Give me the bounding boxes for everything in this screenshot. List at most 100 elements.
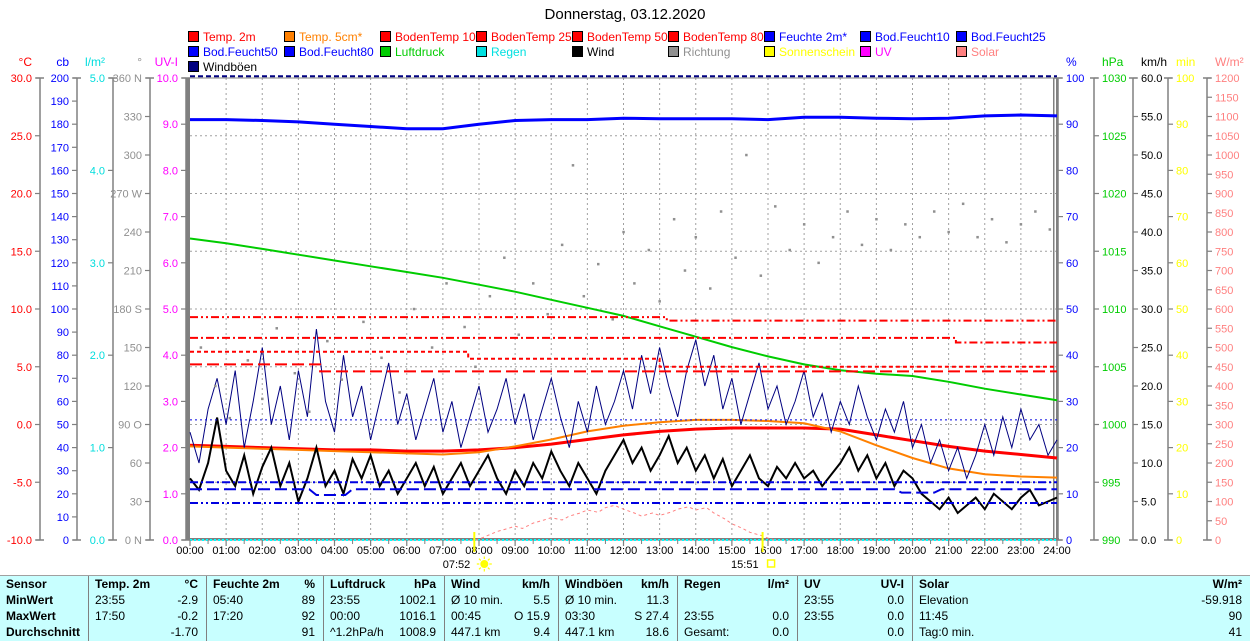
tick-label-cb: 170: [51, 142, 69, 154]
tick-label-wm2: 100: [1215, 497, 1233, 509]
tick-label-min: 100: [1176, 73, 1194, 85]
stat-time: Ø 10 min.: [451, 593, 504, 607]
stats-header-windb-en: Windböen km/h: [559, 576, 677, 592]
tick-label-wm2: 0: [1215, 535, 1221, 547]
tick-label-cb: 130: [51, 235, 69, 247]
stats-label-column: Sensor MinWert MaxWert Durchschnitt: [0, 576, 88, 641]
stat-time: 03:30: [565, 609, 596, 623]
tick-label-hpa: 990: [1102, 535, 1120, 547]
x-axis-label: 15:00: [718, 545, 746, 557]
stat-time: Ø 10 min.: [565, 593, 618, 607]
sunset-icon-time: 15:51: [731, 559, 759, 571]
legend-color-swatch: [476, 46, 487, 57]
tick-label-cb: 180: [51, 119, 69, 131]
stat-time: 447.1 km: [565, 625, 615, 639]
stat-value: 0.0: [887, 609, 904, 623]
stat-time: 17:20: [213, 609, 244, 623]
tick-label-wm2: 250: [1215, 439, 1233, 451]
sensor-name: Feuchte 2m: [213, 577, 280, 591]
tick-label-uv: 4.0: [163, 350, 178, 362]
tick-label-lm2: 5.0: [90, 73, 105, 85]
stat-value: 90: [1228, 609, 1242, 623]
stats-cell: 03:30 S 27.4: [559, 608, 677, 624]
x-axis-label: 17:00: [790, 545, 818, 557]
tick-label-cb: 30: [57, 466, 69, 478]
stats-table: Sensor MinWert MaxWert Durchschnitt Temp. 2m…: [0, 575, 1250, 641]
x-axis-label: 04:00: [321, 545, 349, 557]
legend-label: Bod.Feucht10: [875, 29, 950, 44]
tick-label-lm2: 4.0: [90, 165, 105, 177]
tick-label-wm2: 200: [1215, 458, 1233, 470]
sensor-unit: W/m²: [1212, 577, 1242, 591]
tick-label-wm2: 400: [1215, 381, 1233, 393]
x-axis-label: 11:00: [574, 545, 601, 557]
stat-value: 0.0: [887, 593, 904, 607]
x-axis-label: 02:00: [248, 545, 276, 557]
tick-label-hpa: 1010: [1102, 304, 1126, 316]
stat-value: -0.2: [177, 609, 198, 623]
stat-value: 0.0: [887, 625, 904, 639]
tick-label-deg: 180 S: [113, 304, 142, 316]
tick-label-lm2: 0.0: [90, 535, 105, 547]
tick-label-hpa: 1000: [1102, 420, 1126, 432]
axis-unit-wm2: W/m²: [1215, 55, 1244, 69]
stats-cell: Ø 10 min. 5.5: [445, 592, 558, 608]
axis-unit-min: min: [1176, 55, 1195, 69]
stat-value: 1002.1: [399, 593, 436, 607]
weather-chart: °C 30.0 25.0 20.0 15.0 10.0 5.0 0.0 -5.0 -10.0 cb 2…: [7, 55, 1244, 572]
tick-label-wm2: 800: [1215, 227, 1233, 239]
legend-item-bod-feucht80: Bod.Feucht80: [284, 44, 380, 59]
tick-label-min: 10: [1176, 489, 1188, 501]
stats-row-label: MaxWert: [0, 608, 88, 624]
tick-label-wm2: 300: [1215, 420, 1233, 432]
axis-unit-temp: °C: [19, 55, 33, 69]
row-label-text: MinWert: [6, 593, 54, 607]
stats-cell: ^1.2hPa/h 1008.9: [324, 624, 444, 640]
stat-time: 00:45: [451, 609, 482, 623]
tick-label-min: 20: [1176, 443, 1188, 455]
legend-label: Solar: [971, 44, 1000, 59]
stat-value: S 27.4: [634, 609, 669, 623]
tick-label-wm2: 150: [1215, 477, 1233, 489]
stat-value: 11.3: [646, 593, 669, 607]
tick-label-pct: 90: [1066, 119, 1078, 131]
legend-item-windb-en: Windböen: [188, 59, 284, 74]
legend-color-swatch: [956, 31, 967, 42]
stats-header-feuchte-2m: Feuchte 2m%: [207, 576, 323, 592]
tick-label-cb: 40: [57, 443, 69, 455]
x-axis-label: 24:00: [1043, 545, 1071, 557]
plot-border-right: [1056, 78, 1058, 540]
legend-color-swatch: [284, 46, 295, 57]
tick-label-wm2: 50: [1215, 516, 1227, 528]
stat-value: 89: [301, 593, 315, 607]
tick-label-cb: 120: [51, 258, 69, 270]
stat-value: 5.5: [533, 593, 550, 607]
tick-label-uv: 10.0: [157, 73, 178, 85]
tick-label-cb: 20: [57, 489, 69, 501]
legend-label: Bod.Feucht50: [203, 44, 278, 59]
legend-label: Bod.Feucht25: [971, 29, 1046, 44]
stats-cell: -1.70: [89, 624, 206, 640]
tick-label-pct: 60: [1066, 258, 1078, 270]
tick-label-pct: 30: [1066, 396, 1078, 408]
stats-row-label: MinWert: [0, 592, 88, 608]
tick-label-min: 30: [1176, 396, 1188, 408]
tick-label-kmh: 10.0: [1141, 458, 1162, 470]
tick-label-pct: 40: [1066, 350, 1078, 362]
axis-unit-cb: cb: [56, 55, 69, 69]
legend-color-swatch: [572, 46, 583, 57]
tick-label-temp: -5.0: [13, 477, 32, 489]
tick-label-temp: 15.0: [11, 246, 32, 258]
series-feuchte-2m: [190, 113, 1058, 131]
tick-label-kmh: 5.0: [1141, 497, 1156, 509]
legend-label: Richtung: [683, 44, 731, 59]
x-axis-label: 01:00: [212, 545, 240, 557]
tick-label-lm2: 2.0: [90, 350, 105, 362]
tick-label-temp: 20.0: [11, 189, 32, 201]
stats-header-solar: Solar W/m²: [913, 576, 1250, 592]
legend-label: Temp. 5cm*: [299, 29, 363, 44]
tick-label-cb: 160: [51, 165, 69, 177]
tick-label-wm2: 1050: [1215, 131, 1239, 143]
series-richtung-dots: [199, 153, 1052, 420]
x-axis-label: 07:00: [429, 545, 457, 557]
